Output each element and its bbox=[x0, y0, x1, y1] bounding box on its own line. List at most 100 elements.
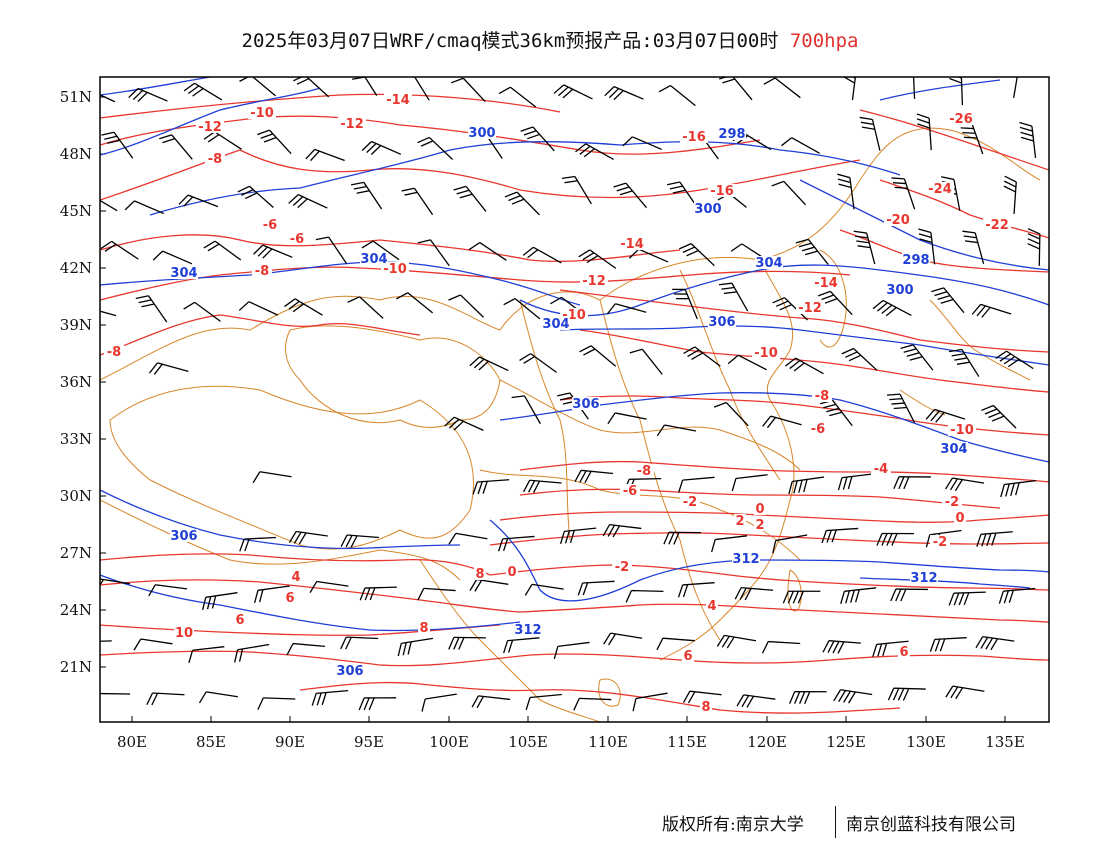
temp-label-text: -16 bbox=[682, 130, 706, 145]
barb-flag bbox=[941, 176, 955, 181]
wind-barb bbox=[841, 347, 878, 371]
barb-flag bbox=[203, 240, 216, 249]
barb-staff bbox=[363, 182, 383, 210]
temp-label: 2 bbox=[754, 518, 766, 533]
height-label-bg bbox=[170, 529, 198, 542]
barb-flag bbox=[503, 298, 516, 306]
wind-barb bbox=[421, 693, 457, 712]
barb-flag bbox=[1005, 483, 1010, 497]
barb-flag bbox=[953, 592, 960, 606]
temp-label-bg bbox=[884, 213, 912, 226]
barb-staff bbox=[269, 129, 292, 155]
height-label-bg bbox=[732, 552, 760, 565]
barb-flag bbox=[831, 529, 837, 543]
barb-staff bbox=[610, 632, 643, 639]
temp-label-text: -2 bbox=[615, 560, 629, 575]
barb-flag bbox=[366, 143, 377, 153]
barb-flag bbox=[619, 190, 633, 196]
wind-barb bbox=[519, 353, 557, 373]
barb-flag bbox=[558, 86, 569, 97]
wind-barb bbox=[288, 194, 328, 209]
wind-barb bbox=[453, 185, 487, 212]
wind-barb bbox=[893, 476, 931, 490]
tibet-border bbox=[109, 385, 474, 550]
barb-staff bbox=[664, 424, 697, 432]
barb-flag bbox=[963, 235, 977, 239]
barb-staff bbox=[479, 356, 509, 372]
temp-label-bg bbox=[680, 495, 700, 508]
lon-label-130E: 130E bbox=[906, 733, 946, 751]
barb-staff bbox=[162, 250, 193, 265]
barb-flag bbox=[925, 408, 936, 420]
temp-label: -2 bbox=[612, 560, 632, 575]
height-label: 306 bbox=[572, 397, 600, 412]
barb-flag bbox=[573, 698, 580, 711]
height-label-text: 300 bbox=[468, 126, 495, 141]
wind-barb bbox=[288, 530, 328, 545]
barb-flag bbox=[244, 192, 258, 200]
wind-barb bbox=[238, 301, 279, 316]
temp-label-text: 4 bbox=[707, 599, 716, 614]
barb-flag bbox=[841, 347, 854, 355]
barb-staff bbox=[971, 123, 984, 155]
temp-label: 6 bbox=[682, 649, 694, 664]
barb-flag bbox=[203, 131, 216, 140]
footer-separator bbox=[835, 806, 836, 838]
barb-flag bbox=[1006, 69, 1019, 76]
barb-flag bbox=[1007, 59, 1020, 66]
wind-barb bbox=[100, 640, 112, 643]
barb-staff bbox=[929, 529, 962, 536]
barb-staff bbox=[662, 637, 695, 642]
barb-flag bbox=[860, 121, 874, 126]
barb-staff bbox=[1012, 77, 1020, 98]
wind-barb bbox=[672, 288, 698, 320]
wind-barb bbox=[100, 240, 139, 260]
temp-label: 6 bbox=[234, 613, 246, 628]
barb-flag bbox=[350, 181, 364, 186]
barb-flag bbox=[666, 181, 680, 186]
temp-label: -2 bbox=[942, 495, 962, 510]
barb-flag bbox=[999, 353, 1012, 362]
barb-flag bbox=[832, 641, 840, 654]
lon-label-110E: 110E bbox=[588, 733, 628, 751]
barb-staff bbox=[530, 353, 557, 373]
wind-barb bbox=[853, 230, 876, 265]
temp-label: -16 bbox=[680, 130, 708, 145]
barb-staff bbox=[192, 646, 225, 651]
wind-barb bbox=[734, 586, 774, 601]
barb-flag bbox=[919, 238, 933, 244]
barb-flag bbox=[736, 694, 745, 707]
province-line-1 bbox=[499, 379, 801, 471]
temp-label-bg bbox=[196, 120, 224, 133]
barb-flag bbox=[975, 636, 984, 649]
barb-staff bbox=[690, 243, 715, 267]
wind-barb bbox=[497, 535, 535, 552]
barb-flag bbox=[850, 590, 855, 603]
height-label: 304 bbox=[940, 442, 968, 457]
wind-barb bbox=[995, 350, 1034, 370]
barb-staff bbox=[429, 239, 450, 267]
lon-label-90E: 90E bbox=[275, 733, 305, 751]
barb-flag bbox=[848, 354, 862, 362]
temp-label: 0 bbox=[506, 565, 518, 580]
height-label-bg bbox=[694, 202, 722, 215]
wind-barb bbox=[833, 689, 873, 704]
temp-label-text: -26 bbox=[949, 112, 973, 127]
barb-staff bbox=[791, 137, 820, 154]
barb-flag bbox=[672, 189, 686, 194]
barb-flag bbox=[137, 91, 148, 102]
barb-flag bbox=[881, 533, 888, 546]
barb-flag bbox=[669, 185, 683, 190]
temp-label-text: -14 bbox=[386, 93, 410, 108]
height-label-text: 304 bbox=[170, 266, 197, 281]
temp-label-text: -12 bbox=[798, 301, 822, 316]
temp-label-text: -8 bbox=[107, 345, 121, 360]
wind-barb bbox=[472, 479, 510, 495]
barb-flag bbox=[292, 196, 304, 207]
barb-staff bbox=[579, 697, 612, 701]
barb-flag bbox=[297, 198, 308, 209]
barb-flag bbox=[417, 136, 430, 144]
wind-barb bbox=[252, 471, 292, 484]
wind-barb bbox=[931, 287, 965, 314]
wind-barb bbox=[358, 697, 397, 711]
